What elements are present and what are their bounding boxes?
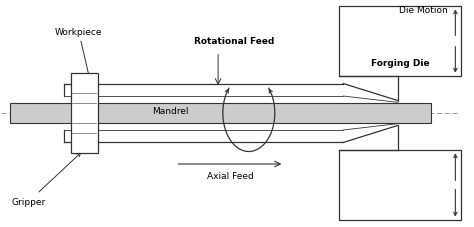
Bar — [71, 74, 98, 153]
Text: Forging Die: Forging Die — [371, 58, 429, 67]
Text: Die Motion: Die Motion — [399, 6, 448, 15]
Text: Rotational Feed: Rotational Feed — [194, 37, 275, 46]
Text: Gripper: Gripper — [12, 153, 81, 206]
Text: Workpiece: Workpiece — [55, 27, 102, 79]
Text: Mandrel: Mandrel — [153, 106, 189, 115]
Bar — [10, 104, 431, 123]
Bar — [338, 7, 462, 76]
Bar — [338, 151, 462, 220]
Text: Axial Feed: Axial Feed — [207, 171, 253, 180]
